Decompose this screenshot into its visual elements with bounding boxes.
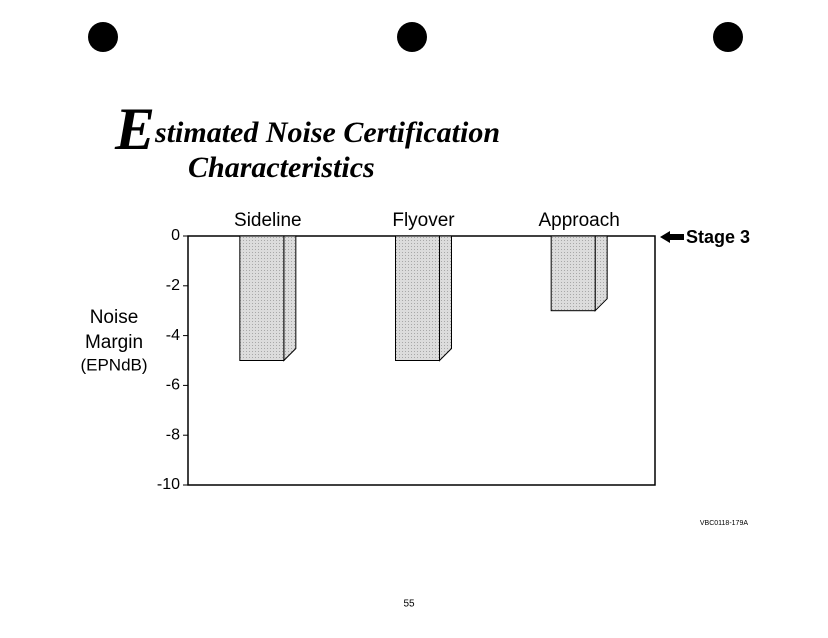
y-tick-label: -2 <box>166 277 180 294</box>
y-axis-label: (EPNdB) <box>80 355 147 374</box>
y-axis-label: Margin <box>85 332 143 353</box>
binder-hole <box>713 22 743 52</box>
x-tick-label: Sideline <box>234 210 302 231</box>
bar-side <box>594 235 608 312</box>
chart-title: Estimated Noise Certification <box>114 96 500 162</box>
bar-side <box>283 235 297 362</box>
bar <box>550 235 596 312</box>
footer-code: VBC0118-179A <box>700 520 748 527</box>
bar-side <box>439 235 452 362</box>
page-number: 55 <box>403 599 415 610</box>
y-tick-label: -10 <box>157 476 180 493</box>
binder-hole <box>397 22 427 52</box>
y-axis-label: Noise <box>90 307 139 328</box>
y-tick-label: -4 <box>166 327 180 344</box>
y-tick-label: -8 <box>166 426 180 443</box>
bar <box>395 235 440 361</box>
bar <box>239 235 285 361</box>
y-tick-label: 0 <box>171 227 180 244</box>
x-tick-label: Approach <box>538 210 619 231</box>
y-tick-label: -6 <box>166 377 180 394</box>
annotation-arrow <box>660 231 684 243</box>
chart-title: Characteristics <box>188 151 375 184</box>
binder-hole <box>88 22 118 52</box>
annotation: Stage 3 <box>686 227 750 247</box>
x-tick-label: Flyover <box>392 210 455 231</box>
